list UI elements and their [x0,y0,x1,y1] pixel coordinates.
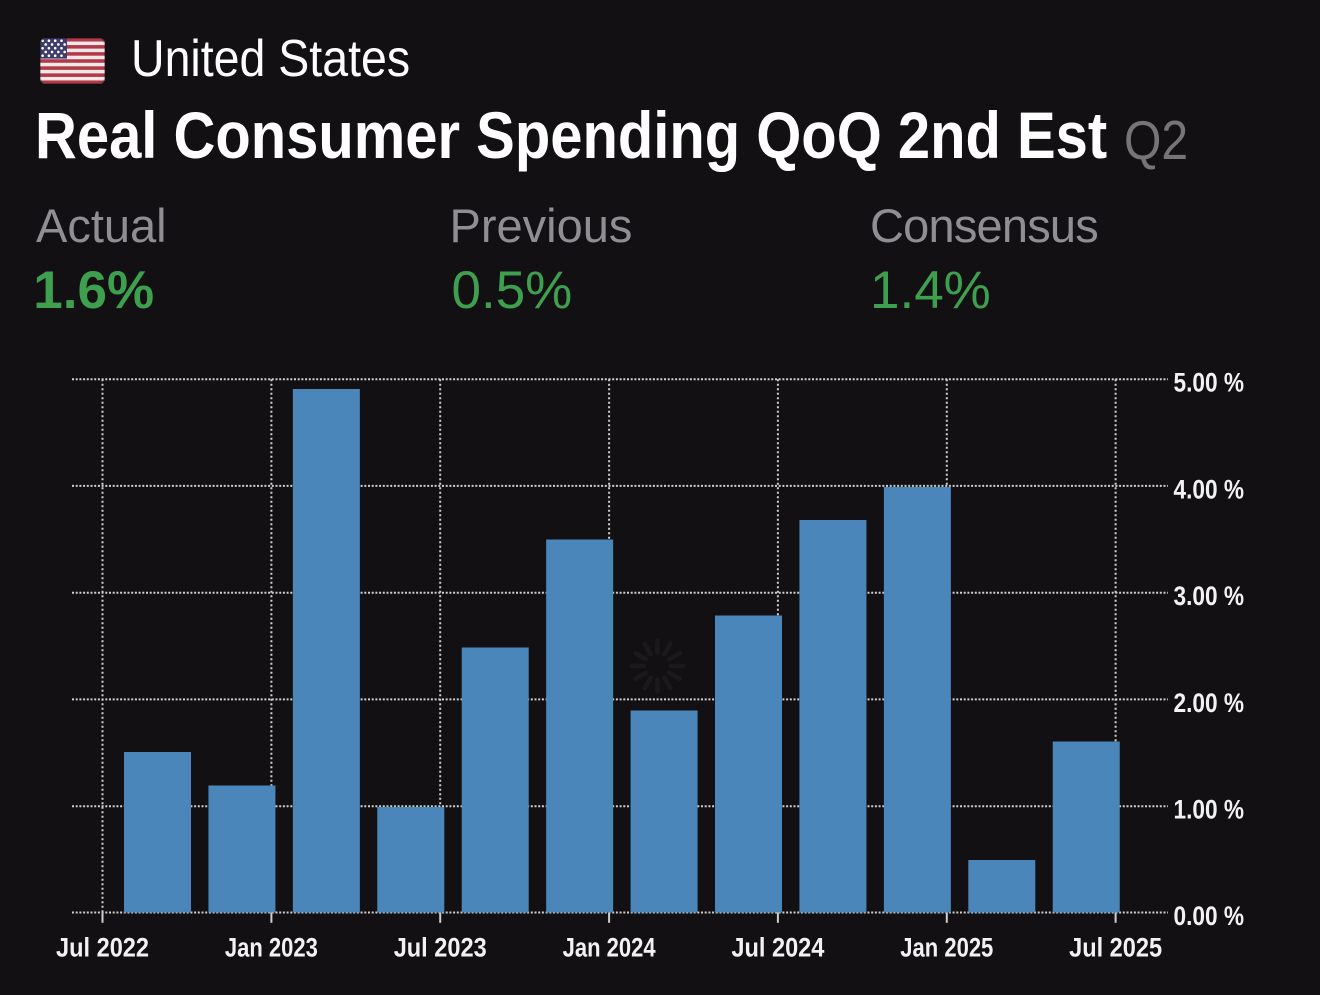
svg-text:1.00 %: 1.00 % [1174,795,1245,825]
svg-text:2.00 %: 2.00 % [1174,688,1245,718]
svg-text:Jul 2023: Jul 2023 [394,933,487,963]
svg-text:4.00 %: 4.00 % [1174,474,1245,504]
svg-text:Jan 2024: Jan 2024 [563,933,656,963]
svg-text:Jan 2023: Jan 2023 [225,933,318,963]
svg-text:Jul 2024: Jul 2024 [731,933,824,963]
svg-text:Jan 2025: Jan 2025 [900,933,993,963]
svg-text:3.00 %: 3.00 % [1174,581,1245,611]
svg-text:5.00 %: 5.00 % [1174,368,1245,398]
svg-text:0.00 %: 0.00 % [1174,901,1245,931]
svg-text:Jul 2022: Jul 2022 [56,933,149,963]
svg-text:Jul 2025: Jul 2025 [1069,933,1162,963]
